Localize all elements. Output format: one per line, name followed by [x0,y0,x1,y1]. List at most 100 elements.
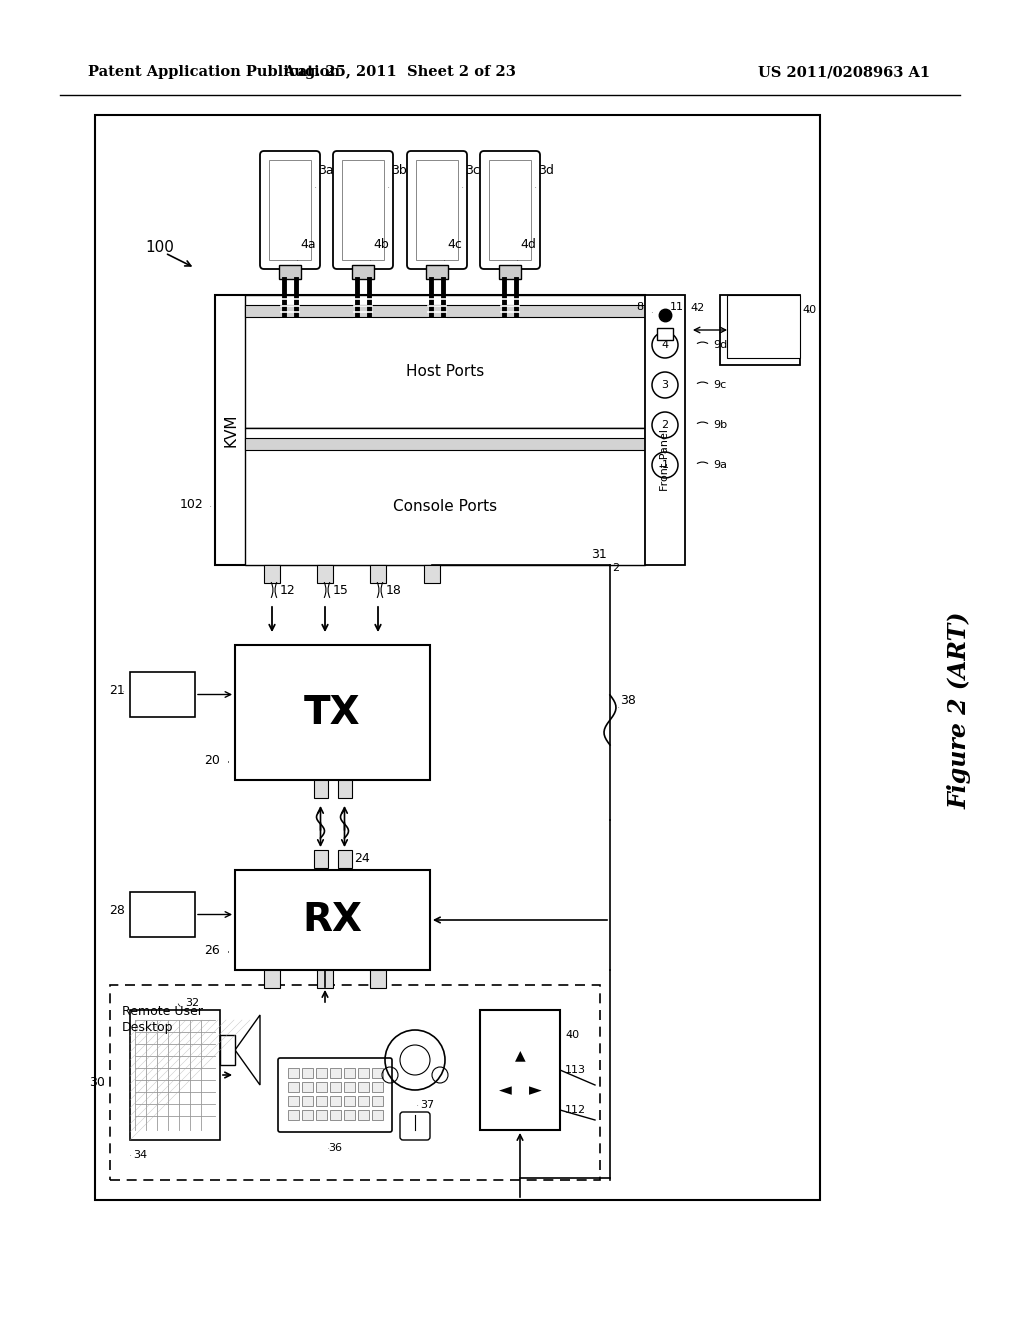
Text: 36: 36 [328,1143,342,1152]
Text: 112: 112 [565,1105,586,1115]
Text: Host Ports: Host Ports [406,364,484,379]
Text: 24: 24 [354,851,371,865]
Text: 4d: 4d [520,239,536,252]
Text: Patent Application Publication: Patent Application Publication [88,65,340,79]
FancyBboxPatch shape [260,150,319,269]
FancyBboxPatch shape [358,1110,369,1119]
FancyBboxPatch shape [313,780,328,799]
FancyBboxPatch shape [278,1059,392,1133]
Text: Figure 2 (ART): Figure 2 (ART) [948,611,972,809]
FancyBboxPatch shape [245,428,645,565]
Text: 21: 21 [110,684,125,697]
FancyBboxPatch shape [645,294,685,565]
FancyBboxPatch shape [416,160,458,260]
FancyBboxPatch shape [400,1111,430,1140]
FancyBboxPatch shape [330,1096,341,1106]
FancyBboxPatch shape [317,970,333,987]
Text: 4a: 4a [300,239,315,252]
FancyBboxPatch shape [264,970,280,987]
FancyBboxPatch shape [480,1010,560,1130]
FancyBboxPatch shape [245,305,645,317]
FancyBboxPatch shape [245,294,645,428]
FancyBboxPatch shape [234,645,430,780]
FancyBboxPatch shape [358,1068,369,1078]
FancyBboxPatch shape [317,645,333,663]
Text: 9a: 9a [713,459,727,470]
FancyBboxPatch shape [344,1068,355,1078]
FancyBboxPatch shape [313,850,328,869]
Text: 42: 42 [690,304,705,313]
FancyBboxPatch shape [288,1082,299,1092]
FancyBboxPatch shape [370,645,386,663]
FancyBboxPatch shape [344,1110,355,1119]
Text: 3b: 3b [391,164,407,177]
Text: 9c: 9c [713,380,726,389]
Text: 26: 26 [204,944,220,957]
FancyBboxPatch shape [245,438,645,450]
FancyBboxPatch shape [302,1082,313,1092]
Text: 113: 113 [565,1065,586,1074]
FancyBboxPatch shape [317,565,333,583]
Text: RX: RX [302,902,362,939]
Text: ◄: ◄ [499,1081,511,1100]
FancyBboxPatch shape [264,645,280,663]
FancyBboxPatch shape [372,1082,383,1092]
FancyBboxPatch shape [338,780,351,799]
Text: 30: 30 [89,1076,105,1089]
FancyBboxPatch shape [288,1068,299,1078]
FancyBboxPatch shape [358,1096,369,1106]
FancyBboxPatch shape [372,1068,383,1078]
Text: 4c: 4c [447,239,462,252]
FancyBboxPatch shape [95,115,820,1200]
FancyBboxPatch shape [316,1082,327,1092]
FancyBboxPatch shape [372,1096,383,1106]
FancyBboxPatch shape [130,1010,220,1140]
FancyBboxPatch shape [288,1096,299,1106]
Text: US 2011/0208963 A1: US 2011/0208963 A1 [758,65,930,79]
Text: 1: 1 [662,459,669,470]
Circle shape [652,451,678,478]
FancyBboxPatch shape [302,1096,313,1106]
FancyBboxPatch shape [720,294,800,366]
FancyBboxPatch shape [407,150,467,269]
Text: ▲: ▲ [515,1048,525,1063]
Text: 102: 102 [179,499,203,511]
FancyBboxPatch shape [130,672,195,717]
FancyBboxPatch shape [330,1082,341,1092]
FancyBboxPatch shape [330,1068,341,1078]
Circle shape [652,412,678,438]
Text: 2: 2 [662,420,669,430]
FancyBboxPatch shape [499,265,521,279]
Text: 100: 100 [145,240,174,256]
Text: 31: 31 [591,549,607,561]
Text: Console Ports: Console Ports [393,499,497,513]
FancyBboxPatch shape [330,1110,341,1119]
Text: ►: ► [528,1081,542,1100]
Text: 3a: 3a [318,164,334,177]
FancyBboxPatch shape [342,160,384,260]
Text: 4b: 4b [373,239,389,252]
Text: 32: 32 [185,998,199,1008]
FancyBboxPatch shape [316,1068,327,1078]
FancyBboxPatch shape [110,985,600,1180]
FancyBboxPatch shape [344,1096,355,1106]
FancyBboxPatch shape [370,970,386,987]
Text: 15: 15 [333,583,349,597]
Text: 8: 8 [636,302,643,312]
FancyBboxPatch shape [279,265,301,279]
Text: 40: 40 [565,1030,580,1040]
FancyBboxPatch shape [352,265,374,279]
Text: Aug. 25, 2011  Sheet 2 of 23: Aug. 25, 2011 Sheet 2 of 23 [284,65,516,79]
FancyBboxPatch shape [372,1110,383,1119]
FancyBboxPatch shape [344,1082,355,1092]
Text: 34: 34 [133,1150,147,1160]
FancyBboxPatch shape [269,160,311,260]
FancyBboxPatch shape [316,1096,327,1106]
FancyBboxPatch shape [302,1110,313,1119]
FancyBboxPatch shape [489,160,531,260]
Text: 37: 37 [420,1100,434,1110]
Text: 11: 11 [670,302,684,312]
Text: 18: 18 [386,583,401,597]
FancyBboxPatch shape [220,1035,234,1065]
FancyBboxPatch shape [358,1082,369,1092]
